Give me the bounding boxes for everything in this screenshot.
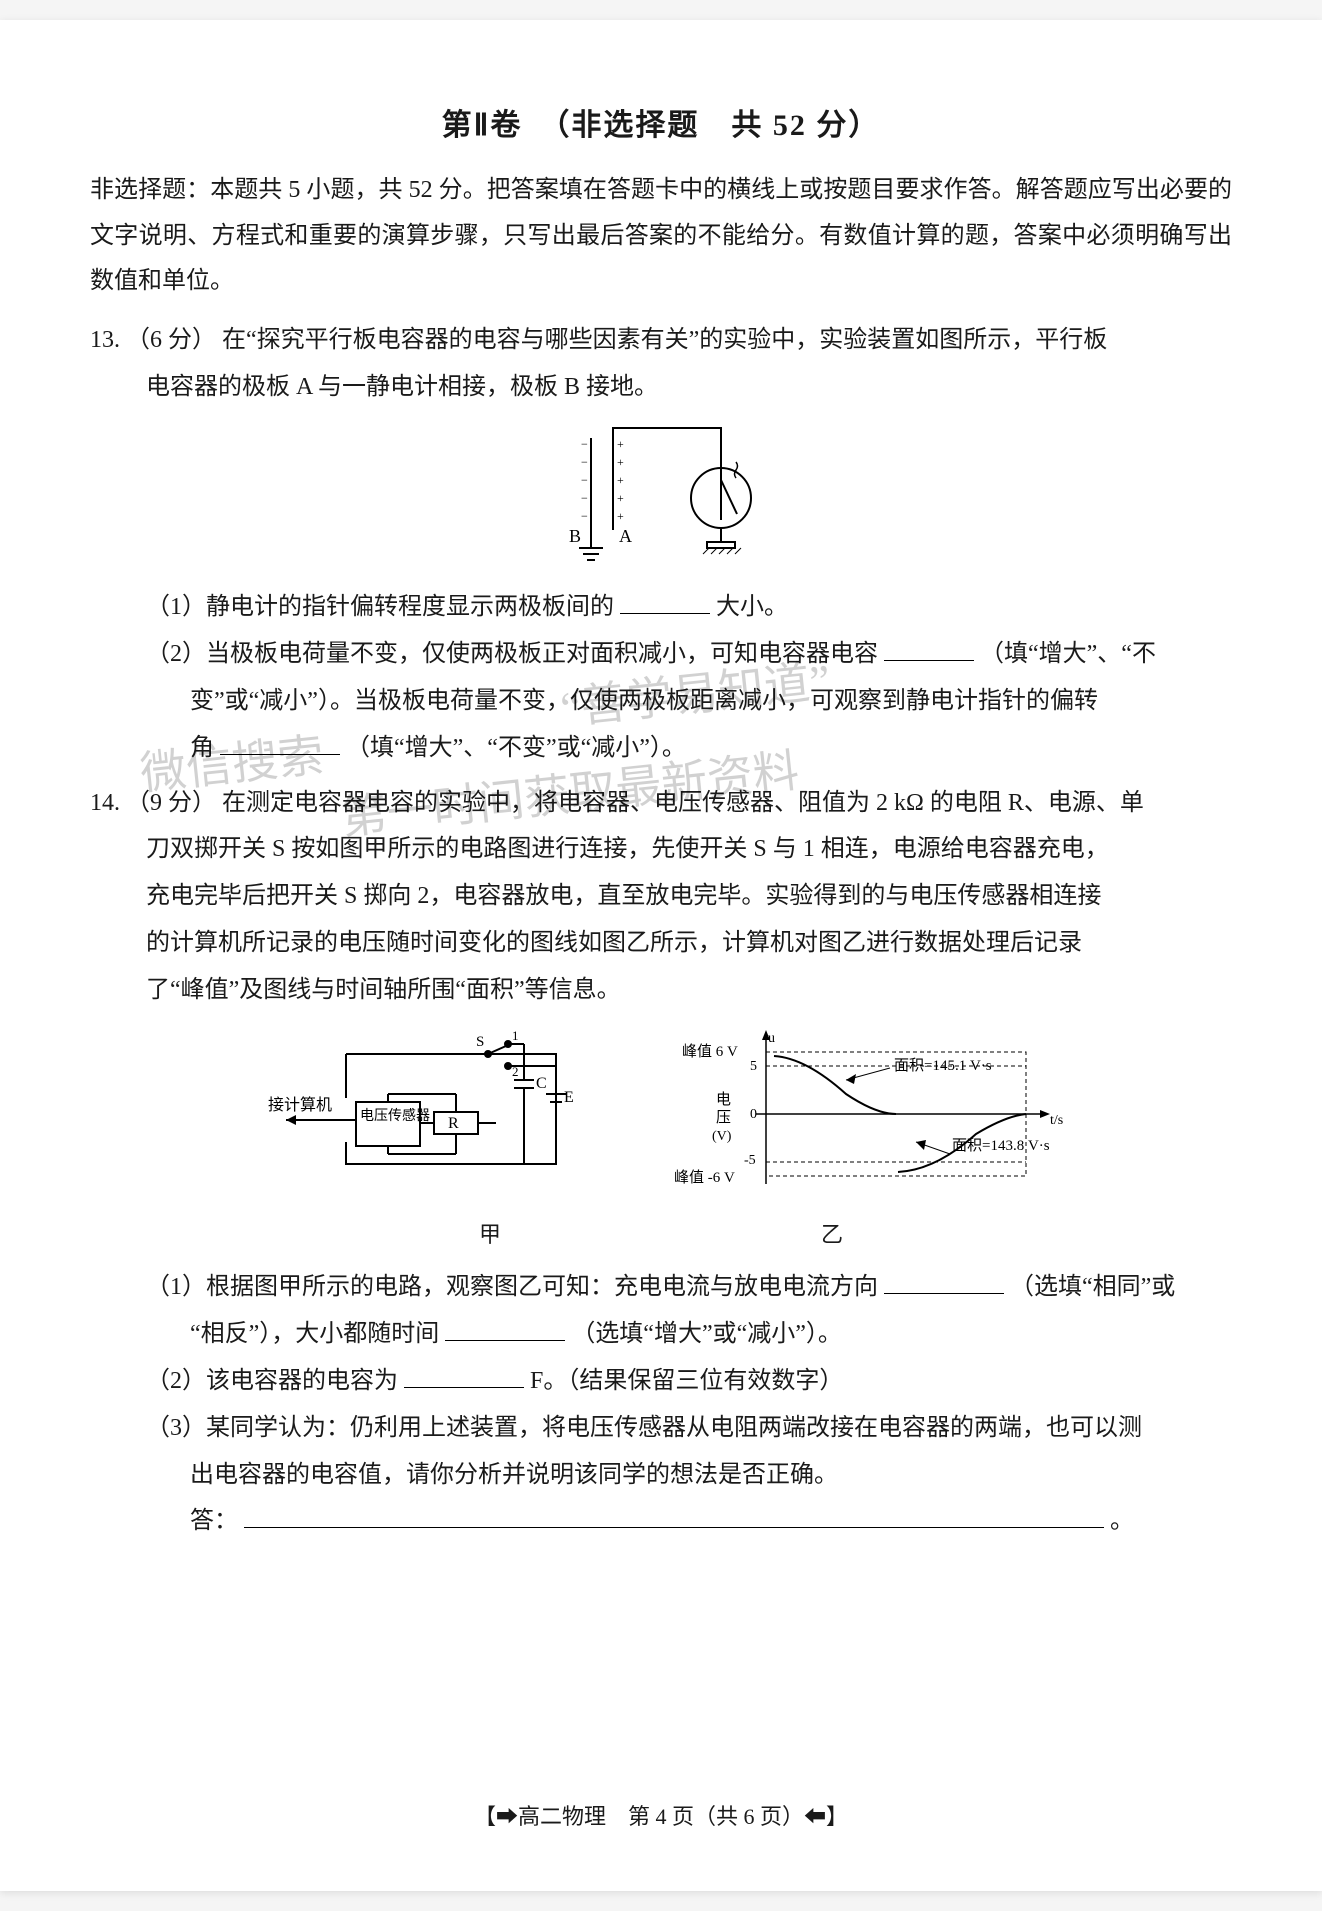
blank[interactable] — [445, 1315, 565, 1341]
q13-figure: − + − + − + − + − + B A — [90, 420, 1232, 570]
q14-stem-b: 刀双掷开关 S 按如图甲所示的电路图进行连接，先使开关 S 与 1 相连，电源给… — [146, 836, 1109, 862]
peak-neg: 峰值 -6 V — [674, 1169, 735, 1186]
svg-text:−: − — [581, 473, 588, 487]
svg-text:−: − — [581, 455, 588, 469]
area-neg: 面积=143.8 V·s — [952, 1137, 1050, 1154]
peak-pos: 峰值 6 V — [682, 1043, 738, 1060]
q14-1b: （选填“相同”或 — [1010, 1274, 1175, 1300]
q14-number: 14. — [90, 790, 120, 816]
q13-points: （6 分） — [126, 327, 216, 353]
svg-text:−: − — [581, 491, 588, 505]
page-footer: 【➡高二物理 第 4 页（共 6 页）⬅】 — [0, 1799, 1322, 1831]
q14-figures: 接计算机 电压传感器 R S 1 2 E C u t/s 电 — [90, 1024, 1232, 1204]
svg-text:+: + — [617, 455, 624, 469]
blank[interactable] — [220, 728, 340, 754]
q14-1c: “相反”），大小都随时间 — [190, 1321, 439, 1347]
svg-text:+: + — [617, 509, 624, 523]
period: 。 — [1110, 1508, 1134, 1534]
question-13: 13. （6 分） 在“探究平行板电容器的电容与哪些因素有关”的实验中，实验装置… — [90, 317, 1232, 772]
voltage-graph-yi: u t/s 电 压 (V) 5 0 -5 峰值 6 V 峰值 -6 V — [646, 1024, 1066, 1204]
plate-b-label: B — [569, 526, 581, 546]
label-s: S — [476, 1034, 484, 1050]
caption-yi: 乙 — [821, 1214, 843, 1257]
blank[interactable] — [884, 635, 974, 661]
y-axis-label-1: 电 — [716, 1091, 731, 1108]
ytick: 5 — [750, 1059, 757, 1074]
q14-stem-d: 的计算机所记录的电压随时间变化的图线如图乙所示，计算机对图乙进行数据处理后记录 — [146, 930, 1082, 956]
label-sensor: 电压传感器 — [360, 1107, 430, 1124]
question-14: 14. （9 分） 在测定电容器电容的实验中，将电容器、电压传感器、阻值为 2 … — [90, 780, 1232, 1546]
y-axis-label-3: (V) — [712, 1129, 732, 1144]
svg-text:+: + — [617, 437, 624, 451]
q13-1a: （1）静电计的指针偏转程度显示两极板间的 — [146, 594, 614, 620]
circuit-diagram-jia: 接计算机 电压传感器 R S 1 2 E C — [256, 1024, 596, 1194]
label-e: E — [564, 1089, 574, 1106]
q14-1d: （选填“增大”或“减小”）。 — [571, 1321, 842, 1347]
capacitor-electroscope-diagram: − + − + − + − + − + B A — [521, 420, 801, 570]
svg-text:−: − — [581, 509, 588, 523]
q14-points: （9 分） — [126, 790, 216, 816]
ytick: -5 — [744, 1153, 756, 1168]
label-2: 2 — [512, 1064, 519, 1079]
q13-2b: （填“增大”、“不 — [980, 641, 1156, 667]
q14-2a: （2）该电容器的电容为 — [146, 1368, 398, 1394]
section-instructions: 非选择题：本题共 5 小题，共 52 分。把答案填在答题卡中的横线上或按题目要求… — [90, 168, 1232, 305]
q13-2a: （2）当极板电荷量不变，仅使两极板正对面积减小，可知电容器电容 — [146, 641, 878, 667]
q13-number: 13. — [90, 327, 120, 353]
caption-jia: 甲 — [479, 1214, 501, 1257]
q14-2b: F。（结果保留三位有效数字） — [530, 1368, 843, 1394]
svg-text:+: + — [617, 491, 624, 505]
plate-a-label: A — [619, 526, 632, 546]
q14-stem-e: 了“峰值”及图线与时间轴所围“面积”等信息。 — [146, 977, 621, 1003]
x-axis-label: t/s — [1050, 1113, 1063, 1128]
area-pos: 面积=145.1 V·s — [894, 1057, 992, 1074]
q14-3a: （3）某同学认为：仍利用上述装置，将电压传感器从电阻两端改接在电容器的两端，也可… — [146, 1415, 1142, 1441]
label-c: C — [536, 1075, 547, 1092]
svg-text:−: − — [581, 437, 588, 451]
q13-1b: 大小。 — [716, 594, 788, 620]
label-1: 1 — [512, 1028, 519, 1043]
label-r: R — [448, 1115, 459, 1132]
blank[interactable] — [620, 588, 710, 614]
blank[interactable] — [884, 1268, 1004, 1294]
answer-blank[interactable] — [244, 1502, 1104, 1528]
q13-2c: 变”或“减小”）。当极板电荷量不变，仅使两极板距离减小，可观察到静电计指针的偏转 — [190, 688, 1098, 714]
label-computer: 接计算机 — [268, 1095, 332, 1114]
q13-stem-a: 在“探究平行板电容器的电容与哪些因素有关”的实验中，实验装置如图所示，平行板 — [222, 327, 1107, 353]
q14-3b: 出电容器的电容值，请你分析并说明该同学的想法是否正确。 — [190, 1462, 838, 1488]
svg-text:+: + — [617, 473, 624, 487]
exam-page: 第Ⅱ卷 （非选择题 共 52 分） 非选择题：本题共 5 小题，共 52 分。把… — [0, 20, 1322, 1891]
q13-2e: （填“增大”、“不变”或“减小”）。 — [346, 735, 686, 761]
svg-text:u: u — [768, 1031, 775, 1046]
q13-stem-b: 电容器的极板 A 与一静电计相接，极板 B 接地。 — [146, 374, 658, 400]
y-axis-label-2: 压 — [716, 1109, 731, 1126]
blank[interactable] — [404, 1362, 524, 1388]
q13-2d: 角 — [190, 735, 214, 761]
section-title: 第Ⅱ卷 （非选择题 共 52 分） — [90, 100, 1232, 144]
q14-stem-c: 充电完毕后把开关 S 掷向 2，电容器放电，直至放电完毕。实验得到的与电压传感器… — [146, 883, 1101, 909]
ytick: 0 — [750, 1107, 757, 1122]
q14-stem-a: 在测定电容器电容的实验中，将电容器、电压传感器、阻值为 2 kΩ 的电阻 R、电… — [222, 790, 1144, 816]
answer-label: 答： — [190, 1508, 238, 1534]
q14-1a: （1）根据图甲所示的电路，观察图乙可知：充电电流与放电电流方向 — [146, 1274, 878, 1300]
